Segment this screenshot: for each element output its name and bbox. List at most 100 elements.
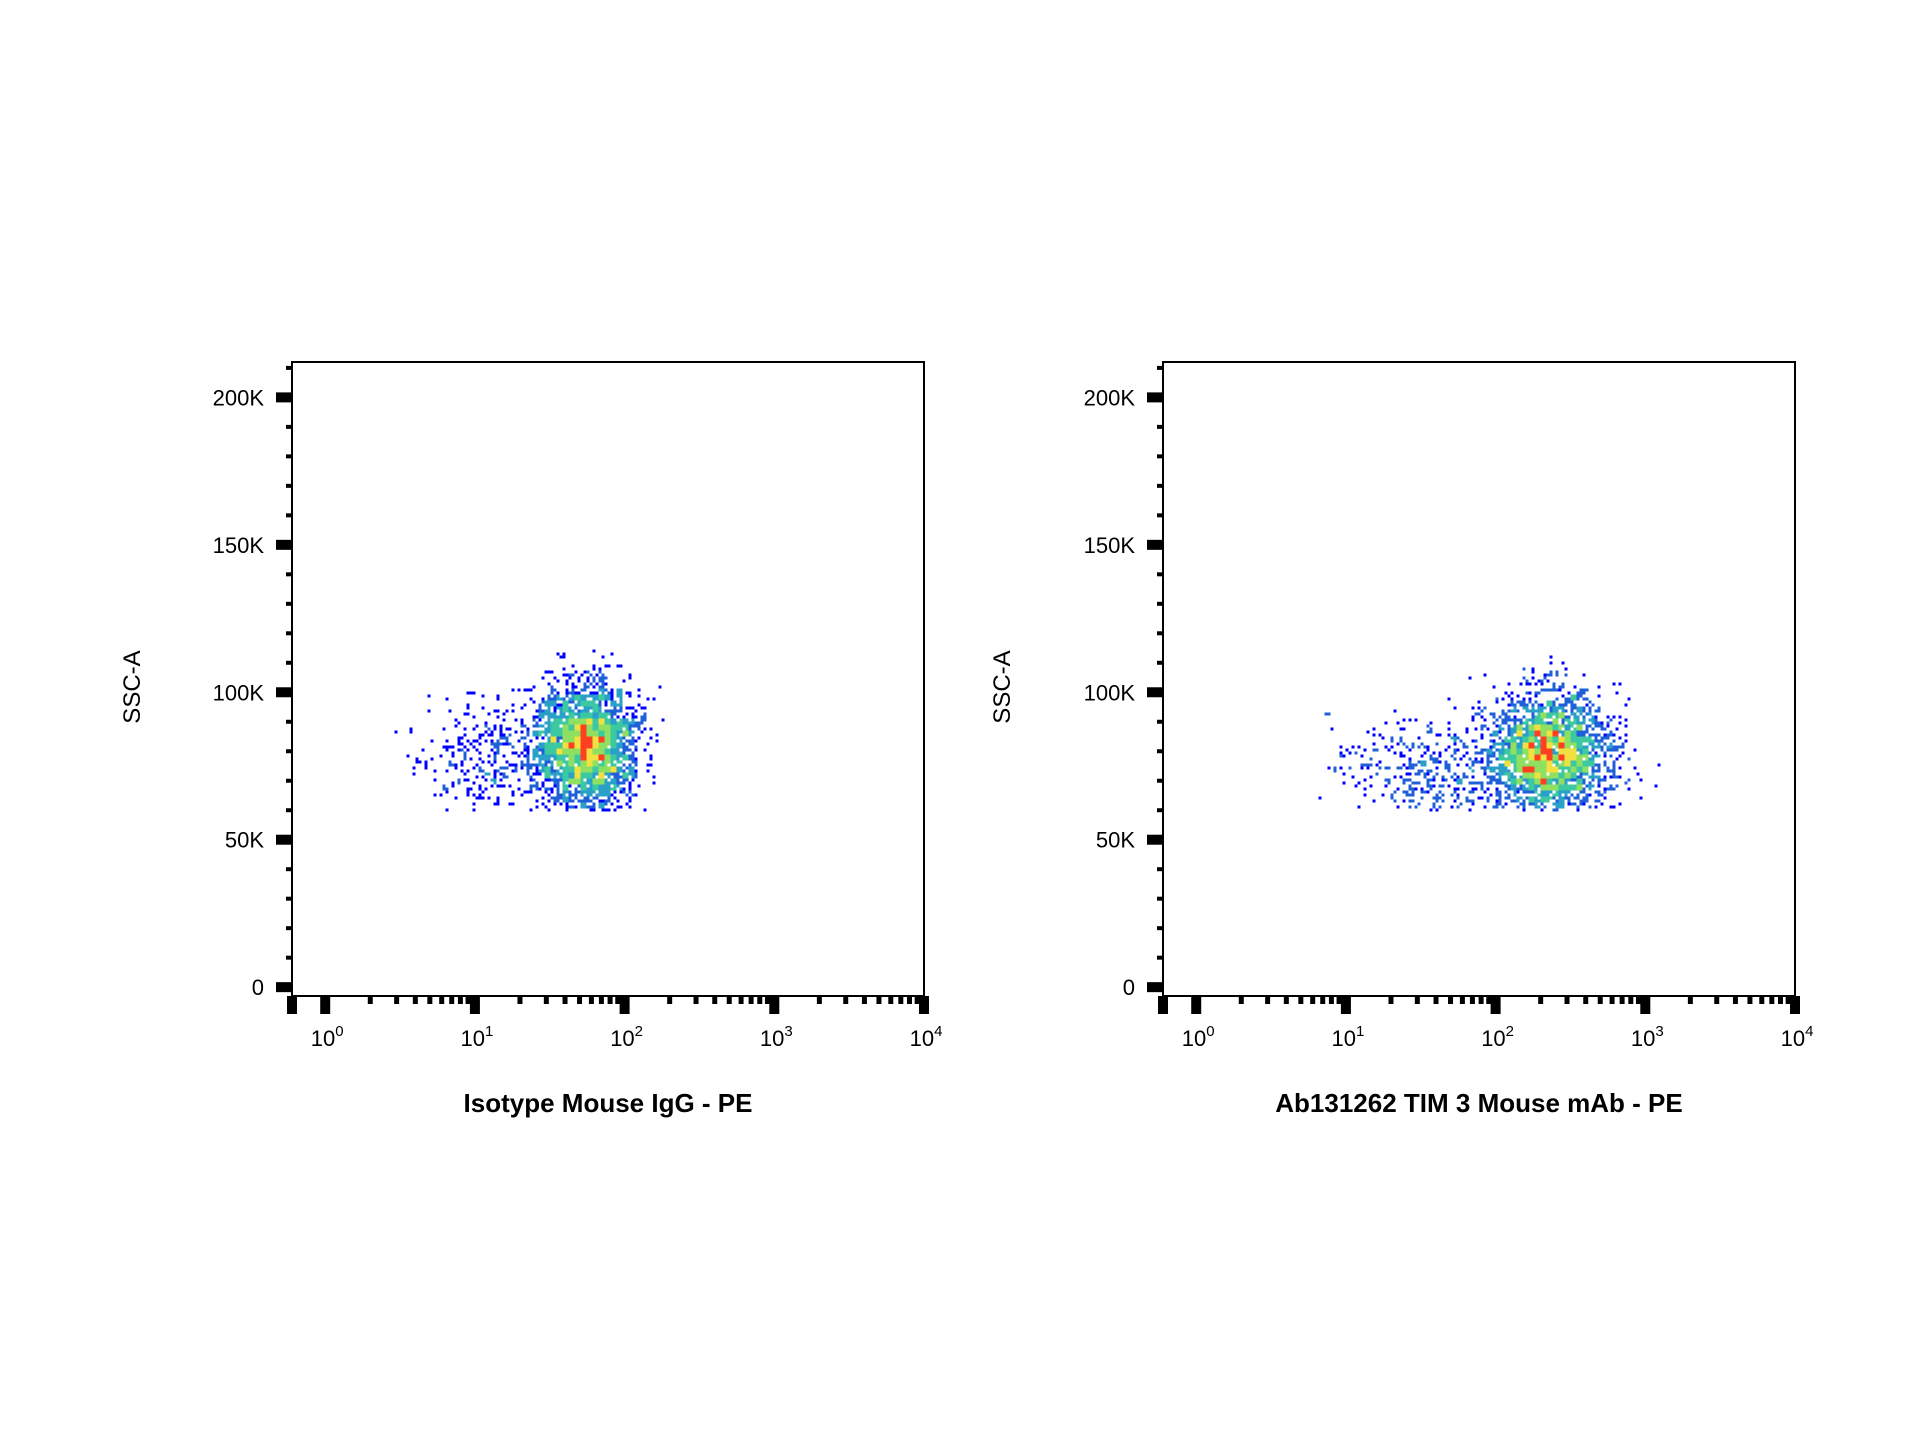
y-minor-tick bbox=[286, 572, 292, 577]
data-point bbox=[577, 778, 581, 782]
data-point bbox=[1522, 784, 1526, 788]
data-point bbox=[529, 763, 533, 767]
data-point bbox=[472, 781, 476, 785]
data-point bbox=[1579, 724, 1583, 728]
data-point bbox=[556, 742, 560, 746]
data-point bbox=[1570, 697, 1574, 701]
data-point bbox=[454, 796, 458, 800]
data-point bbox=[553, 733, 557, 737]
data-point bbox=[643, 706, 647, 710]
data-point bbox=[1519, 769, 1523, 773]
data-point bbox=[592, 745, 596, 749]
x-tick-label: 102 bbox=[610, 1023, 643, 1051]
data-point bbox=[1549, 688, 1553, 692]
data-point bbox=[598, 730, 602, 734]
data-point bbox=[583, 805, 587, 809]
data-point bbox=[1558, 703, 1562, 707]
data-point bbox=[604, 772, 608, 776]
data-point bbox=[538, 715, 542, 719]
data-point bbox=[1534, 748, 1538, 752]
data-point bbox=[625, 727, 629, 731]
data-point bbox=[619, 730, 623, 734]
data-point bbox=[1513, 793, 1517, 797]
data-point bbox=[1519, 724, 1523, 728]
data-point bbox=[550, 703, 554, 707]
data-point bbox=[556, 781, 560, 785]
data-point bbox=[580, 751, 584, 755]
data-point bbox=[1615, 691, 1619, 695]
data-point bbox=[1516, 745, 1520, 749]
data-point bbox=[1534, 691, 1538, 695]
data-point bbox=[1609, 805, 1613, 809]
data-point bbox=[1531, 721, 1535, 725]
data-point bbox=[631, 793, 635, 797]
data-point bbox=[451, 763, 455, 767]
data-point bbox=[547, 727, 551, 731]
data-point bbox=[532, 751, 536, 755]
data-point bbox=[616, 730, 620, 734]
data-point bbox=[1618, 775, 1622, 779]
data-point bbox=[1561, 754, 1565, 758]
data-point bbox=[562, 751, 566, 755]
data-point bbox=[580, 757, 584, 761]
data-point bbox=[1525, 682, 1529, 686]
data-point bbox=[1600, 778, 1604, 782]
data-point bbox=[586, 778, 590, 782]
data-point bbox=[1531, 724, 1535, 728]
data-point bbox=[1573, 757, 1577, 761]
data-point bbox=[508, 733, 512, 737]
data-point bbox=[631, 721, 635, 725]
data-point bbox=[1552, 760, 1556, 764]
data-point bbox=[1624, 718, 1628, 722]
data-point bbox=[589, 673, 593, 677]
data-point bbox=[1522, 760, 1526, 764]
data-point bbox=[1588, 718, 1592, 722]
data-point bbox=[1570, 754, 1574, 758]
data-point bbox=[1561, 757, 1565, 761]
data-point bbox=[1447, 721, 1451, 725]
data-point bbox=[1603, 733, 1607, 737]
data-point bbox=[553, 742, 557, 746]
data-point bbox=[592, 715, 596, 719]
data-point bbox=[592, 694, 596, 698]
data-point bbox=[1549, 727, 1553, 731]
data-point bbox=[610, 652, 614, 656]
data-point bbox=[562, 709, 566, 713]
data-point bbox=[520, 760, 524, 764]
data-point bbox=[1486, 757, 1490, 761]
data-point bbox=[559, 745, 563, 749]
data-point bbox=[1582, 766, 1586, 770]
data-point bbox=[583, 685, 587, 689]
data-point bbox=[1558, 751, 1562, 755]
y-tick-label: 100K bbox=[213, 680, 265, 705]
data-point bbox=[616, 745, 620, 749]
data-point bbox=[553, 676, 557, 680]
data-point bbox=[577, 742, 581, 746]
data-point bbox=[1537, 742, 1541, 746]
data-point bbox=[496, 769, 500, 773]
data-point bbox=[589, 781, 593, 785]
data-point bbox=[610, 694, 614, 698]
data-point bbox=[547, 778, 551, 782]
data-point bbox=[589, 784, 593, 788]
data-point bbox=[1549, 724, 1553, 728]
data-point bbox=[466, 793, 470, 797]
data-point bbox=[592, 784, 596, 788]
data-point bbox=[601, 730, 605, 734]
data-point bbox=[634, 721, 638, 725]
x-major-tick bbox=[469, 996, 480, 1014]
data-point bbox=[1498, 724, 1502, 728]
data-point bbox=[577, 784, 581, 788]
data-point bbox=[613, 772, 617, 776]
data-point bbox=[1543, 742, 1547, 746]
data-point bbox=[550, 751, 554, 755]
data-point bbox=[619, 664, 623, 668]
data-point bbox=[613, 787, 617, 791]
data-point bbox=[613, 700, 617, 704]
data-point bbox=[1489, 754, 1493, 758]
data-point bbox=[1495, 733, 1499, 737]
data-point bbox=[1591, 772, 1595, 776]
data-point bbox=[493, 769, 497, 773]
data-point bbox=[1570, 775, 1574, 779]
data-point bbox=[610, 745, 614, 749]
